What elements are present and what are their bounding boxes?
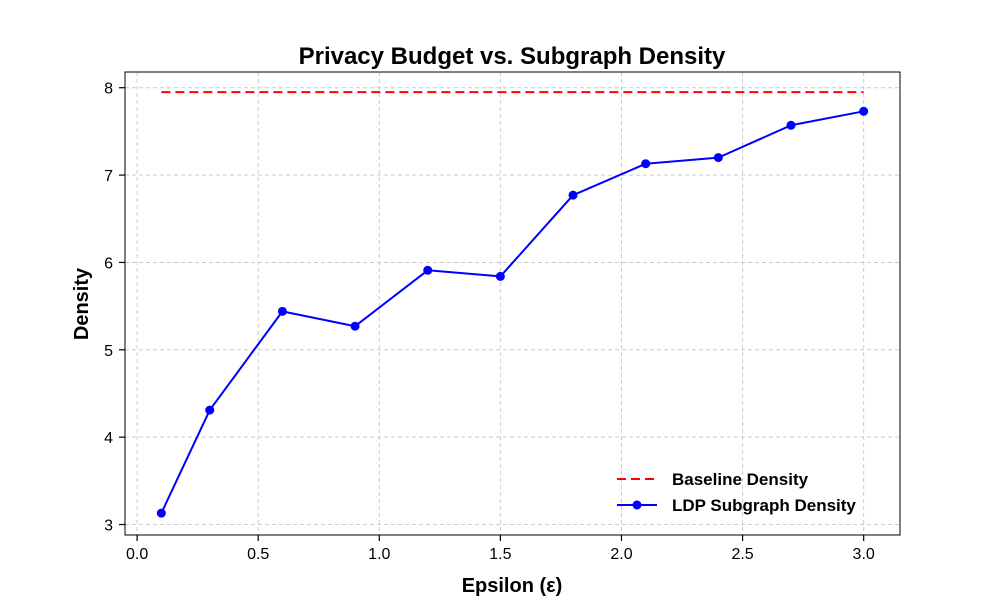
series-layer (156, 91, 869, 518)
ldp-density-point (205, 405, 215, 415)
x-axis-label: Epsilon (ε) (462, 575, 563, 597)
ldp-density-point (713, 153, 723, 163)
y-tick-label: 3 (104, 518, 113, 535)
y-tick-label: 5 (104, 343, 113, 360)
legend-baseline-label: Baseline Density (672, 470, 809, 489)
x-tick-label: 1.5 (489, 546, 511, 563)
legend-ldp-marker (632, 500, 642, 510)
y-tick-label: 7 (104, 168, 113, 185)
x-tick-label: 2.0 (610, 546, 632, 563)
legend: Baseline Density LDP Subgraph Density (617, 470, 856, 515)
chart-title: Privacy Budget vs. Subgraph Density (299, 43, 726, 70)
ldp-density-point (495, 271, 505, 281)
x-tick-label: 1.0 (368, 546, 390, 563)
ldp-density-point (641, 159, 651, 169)
ldp-density-point (859, 106, 869, 116)
plot-frame (124, 71, 901, 536)
x-tick-label: 0.0 (126, 546, 148, 563)
x-tick-label: 0.5 (247, 546, 269, 563)
x-tick-label: 2.5 (731, 546, 753, 563)
ldp-density-point (156, 508, 166, 518)
y-axis: 3 4 5 6 7 8 (104, 81, 125, 535)
y-tick-label: 4 (104, 430, 113, 447)
x-tick-label: 3.0 (853, 546, 875, 563)
y-tick-label: 6 (104, 255, 113, 272)
y-tick-label: 8 (104, 81, 113, 98)
ldp-density-point (568, 190, 578, 200)
ldp-density-point (350, 321, 360, 331)
ldp-density-point (277, 306, 287, 316)
ldp-density-point (423, 265, 433, 275)
x-axis: 0.0 0.5 1.0 1.5 2.0 2.5 3.0 (126, 535, 875, 563)
y-axis-label: Density (71, 267, 93, 340)
legend-ldp-label: LDP Subgraph Density (672, 496, 856, 515)
ldp-density-point (786, 120, 796, 130)
